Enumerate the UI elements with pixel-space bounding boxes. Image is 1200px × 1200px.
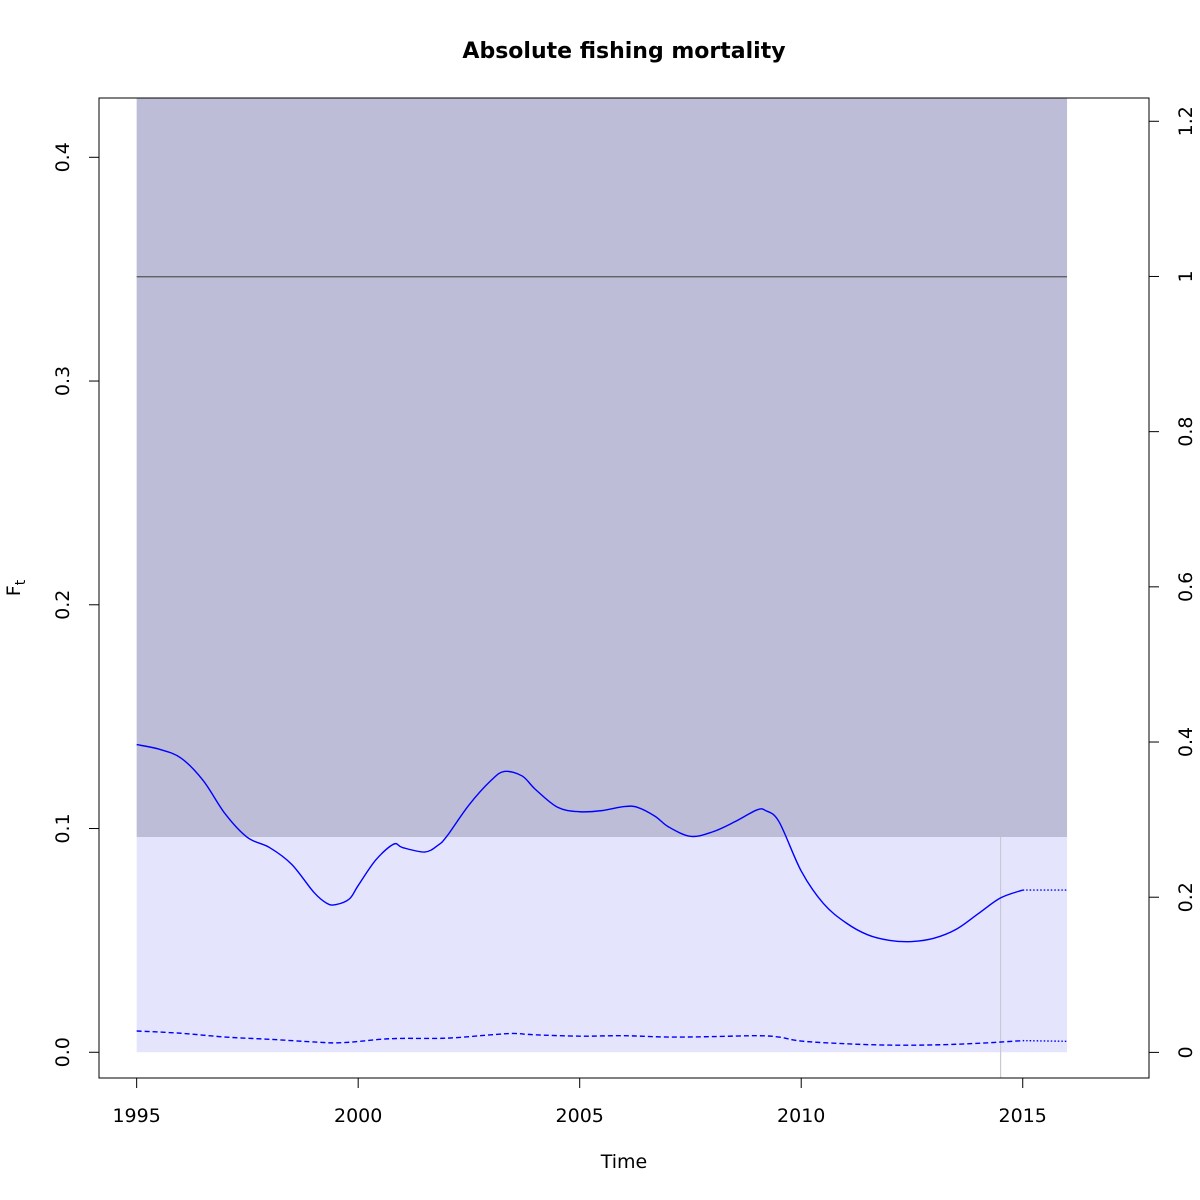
x-tick-label: 2000 (334, 1105, 382, 1127)
y-axis-label-group: Ft (3, 579, 29, 596)
y-axis-label-main: F (3, 585, 25, 596)
y2-tick-label: 0 (1175, 1046, 1197, 1058)
x-tick-label: 2010 (777, 1105, 825, 1127)
x-tick-label: 2015 (999, 1105, 1047, 1127)
x-tick-label: 1995 (112, 1105, 160, 1127)
x-axis-label: Time (600, 1151, 648, 1173)
y-tick-label: 0.0 (52, 1037, 74, 1067)
series-lower-forecast (1022, 1039, 1068, 1043)
y2-tick-label: 0.4 (1175, 727, 1197, 757)
y-tick-label: 0.1 (52, 813, 74, 843)
y-axis-right: 0 0.2 0.4 0.6 0.8 1 1.2 (1148, 106, 1197, 1058)
y-tick-label: 0.3 (52, 366, 74, 396)
y-tick-label: 0.4 (52, 142, 74, 172)
y-axis-label: Ft (3, 579, 29, 596)
inner-band (136, 837, 1068, 1053)
lines (136, 276, 1068, 1078)
outer-band (136, 98, 1068, 838)
y-axis-label-subscript: t (13, 579, 29, 585)
y2-tick-label: 0.8 (1175, 417, 1197, 447)
y2-tick-label: 1.2 (1175, 106, 1197, 136)
bands (136, 98, 1068, 1053)
series-lower (136, 1030, 1023, 1046)
x-tick-label: 2005 (556, 1105, 604, 1127)
y2-tick-label: 0.2 (1175, 882, 1197, 912)
series-estimate (136, 743, 1023, 943)
x-axis: 1995 2000 2005 2010 2015 (112, 1077, 1047, 1127)
y-tick-label: 0.2 (52, 590, 74, 620)
y2-tick-label: 0.6 (1175, 572, 1197, 602)
chart-title: Absolute fishing mortality (462, 39, 785, 64)
y2-tick-label: 1 (1175, 270, 1197, 282)
y-axis: 0.0 0.1 0.2 0.3 0.4 (52, 142, 100, 1067)
